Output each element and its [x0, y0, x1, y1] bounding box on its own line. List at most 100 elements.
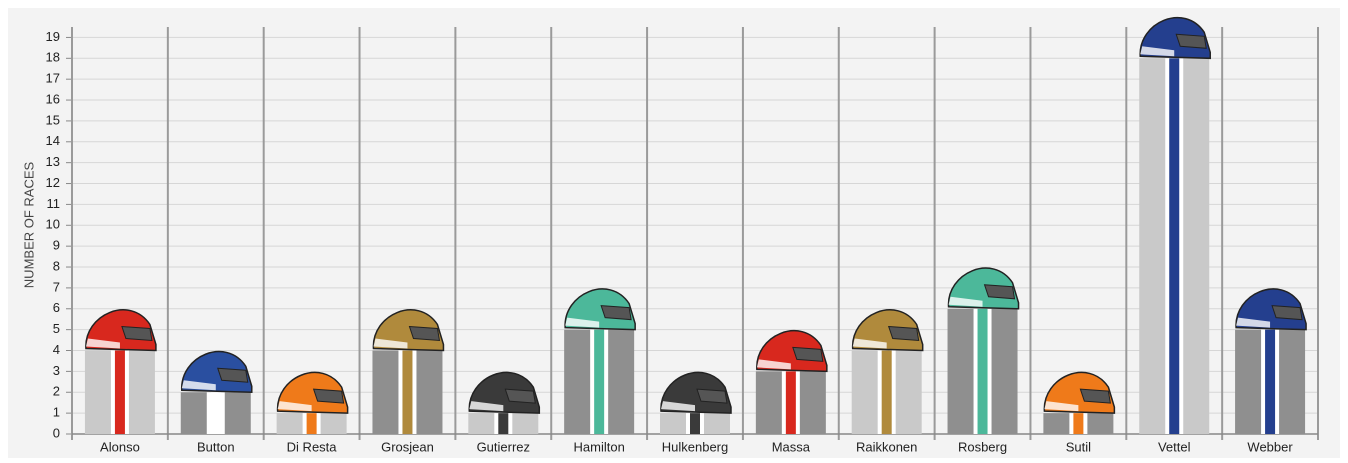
y-tick-label: 9 — [53, 238, 60, 253]
helmet — [851, 309, 924, 352]
helmet — [181, 350, 253, 394]
x-tick-label: Webber — [1247, 439, 1293, 454]
x-tick-label: Hulkenberg — [662, 439, 729, 454]
helmet-visor — [312, 388, 345, 404]
bar-group — [660, 413, 730, 434]
y-tick-label: 0 — [53, 425, 60, 440]
x-tick-label: Sutil — [1066, 439, 1091, 454]
helmet-visor — [121, 325, 153, 342]
x-tick-label: Hamilton — [574, 439, 625, 454]
y-tick-label: 7 — [53, 279, 60, 294]
helmet-band — [565, 317, 600, 328]
helmet-band — [277, 401, 312, 412]
bar-stripe — [498, 413, 509, 434]
helmet-visor — [983, 284, 1016, 300]
x-tick-label: Massa — [772, 439, 811, 454]
x-tick-label: Raikkonen — [856, 439, 917, 454]
helmet — [1235, 288, 1307, 331]
helmet-visor — [504, 388, 536, 404]
bar-group — [1043, 413, 1114, 434]
bar-group — [564, 329, 635, 434]
helmet-band — [756, 359, 791, 370]
y-tick-label: 18 — [46, 50, 60, 65]
bar-group — [1139, 58, 1210, 435]
helmet-visor — [1175, 33, 1207, 49]
x-tick-label: Alonso — [100, 439, 140, 454]
y-tick-label: 13 — [46, 154, 60, 169]
helmet-band — [661, 401, 695, 412]
helmet-band — [1236, 317, 1271, 328]
y-tick-label: 16 — [46, 91, 60, 106]
bar-stripe — [785, 371, 796, 434]
y-tick-label: 19 — [46, 29, 60, 44]
y-tick-label: 10 — [46, 217, 60, 232]
bar-group — [468, 413, 539, 434]
bar-stripe — [977, 308, 988, 434]
helmet-visor — [408, 325, 441, 342]
helmet — [85, 309, 157, 352]
x-tick-label: Vettel — [1158, 439, 1191, 454]
helmet-band — [373, 338, 408, 349]
x-tick-label: Grosjean — [381, 439, 434, 454]
helmet-band — [85, 338, 120, 349]
y-tick-label: 5 — [53, 321, 60, 336]
helmet-visor — [887, 325, 920, 342]
y-tick-label: 17 — [46, 71, 60, 86]
helmet-visor — [696, 388, 728, 404]
x-tick-label: Gutierrez — [477, 439, 530, 454]
helmet-visor — [1271, 305, 1303, 321]
helmet — [660, 371, 732, 414]
y-tick-label: 8 — [53, 258, 60, 273]
helmet-band — [469, 401, 504, 412]
x-tick-label: Rosberg — [958, 439, 1007, 454]
bar-group — [1235, 329, 1306, 434]
helmet-band — [1044, 401, 1079, 412]
bar-stripe — [690, 413, 700, 434]
bar-group — [947, 308, 1018, 434]
bar-group — [372, 350, 443, 434]
bar-stripe — [1265, 329, 1276, 434]
bar-group — [851, 350, 922, 434]
bar-stripe — [306, 413, 317, 434]
helmet — [1139, 16, 1211, 60]
bar-group — [180, 392, 251, 434]
bar-group — [755, 371, 826, 434]
helmet-visor — [600, 305, 632, 321]
helmet-band — [852, 338, 887, 349]
helmet — [372, 309, 445, 352]
bar-stripe — [114, 350, 125, 434]
bar-group — [84, 350, 155, 434]
helmet — [1043, 371, 1116, 414]
x-tick-label: Button — [197, 439, 235, 454]
bar-stripe — [1169, 58, 1180, 435]
helmet-visor — [1079, 388, 1111, 404]
helmet-visor — [792, 346, 824, 362]
y-tick-label: 4 — [53, 342, 60, 357]
helmet — [947, 267, 1020, 310]
helmet — [468, 371, 541, 414]
bar-group — [276, 413, 347, 434]
y-tick-label: 15 — [46, 112, 60, 127]
helmet-band — [948, 296, 983, 307]
x-tick-label: Di Resta — [287, 439, 338, 454]
y-tick-label: 1 — [53, 405, 60, 420]
helmet — [276, 371, 349, 414]
y-tick-label: 14 — [46, 133, 60, 148]
bar-stripe — [210, 392, 221, 434]
bar-stripe — [594, 329, 605, 434]
bar-stripe — [881, 350, 892, 434]
helmet-visor — [217, 367, 249, 383]
y-axis-title: NUMBER OF RACES — [21, 161, 36, 288]
y-tick-label: 3 — [53, 363, 60, 378]
helmet — [564, 288, 636, 331]
y-tick-label: 2 — [53, 384, 60, 399]
bar-stripe — [402, 350, 413, 434]
y-tick-label: 12 — [46, 175, 60, 190]
bar-stripe — [1073, 413, 1084, 434]
y-tick-label: 6 — [53, 300, 60, 315]
y-tick-label: 11 — [47, 196, 61, 211]
helmet-band — [1140, 46, 1175, 57]
helmet — [756, 330, 828, 373]
helmet-band — [181, 380, 216, 391]
